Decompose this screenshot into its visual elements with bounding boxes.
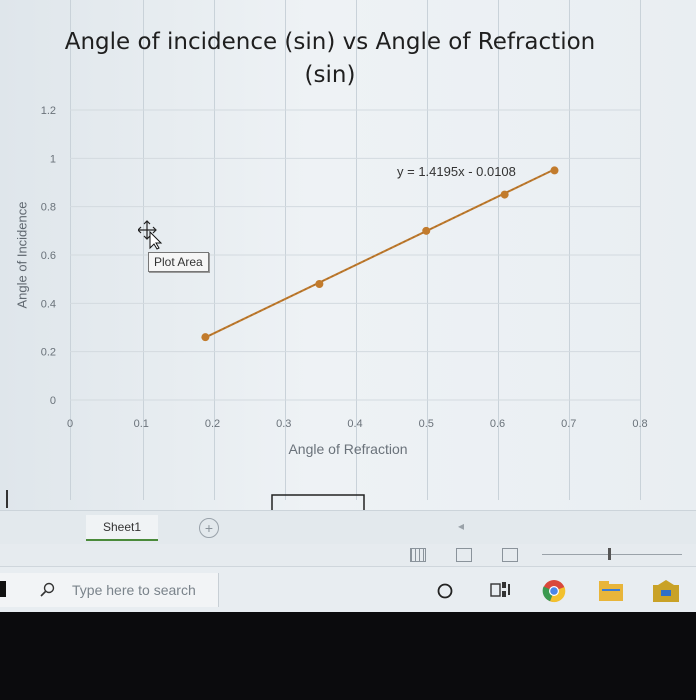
chrome-icon[interactable] — [542, 579, 566, 603]
trendline-equation[interactable]: y = 1.4195x - 0.0108 — [397, 164, 516, 179]
move-cursor-icon — [138, 220, 163, 250]
x-tick-label-8: 0.8 — [632, 418, 647, 430]
zoom-slider-thumb[interactable] — [608, 548, 611, 560]
y-tick-label-0: 0 — [50, 395, 56, 407]
x-axis-label[interactable]: Angle of Refraction — [288, 441, 408, 457]
screen: Angle of incidence (sin) vs Angle of Ref… — [0, 0, 696, 612]
data-point-4 — [550, 166, 559, 175]
chart-grid — [70, 109, 640, 401]
search-icon — [40, 582, 55, 597]
status-bar — [0, 544, 696, 566]
taskbar: Type here to search — [0, 566, 696, 612]
y-tick-label-6: 1.2 — [41, 105, 56, 117]
x-tick-label-0: 0 — [67, 418, 73, 430]
x-tick-label-3: 0.3 — [276, 418, 291, 430]
chart-title[interactable]: Angle of incidence (sin) vs Angle of Ref… — [64, 29, 596, 88]
scroll-left-icon[interactable]: ◂ — [458, 519, 465, 533]
x-tick-label-4: 0.4 — [347, 418, 362, 430]
data-point-2 — [422, 226, 431, 235]
zoom-slider[interactable] — [542, 554, 682, 555]
file-explorer-icon[interactable] — [598, 579, 624, 603]
y-tick-label-3: 0.6 — [41, 250, 56, 262]
store-icon[interactable] — [652, 579, 680, 603]
cortana-circle-icon[interactable] — [436, 582, 454, 600]
axis-ticks: 0 0.2 0.4 0.6 0.8 1 1.2 0 0.1 0.2 0.3 0.4 0.5 0.6 0.7 0… — [41, 105, 648, 430]
x-tick-label-1: 0.1 — [134, 418, 149, 430]
data-point-0 — [201, 333, 210, 342]
x-tick-label-7: 0.7 — [561, 418, 576, 430]
plot-area[interactable]: 0 0.2 0.4 0.6 0.8 1 1.2 0 0.1 0.2 0.3 0.4 0.5 0.6 0.7 0… — [0, 0, 696, 500]
x-tick-label-5: 0.5 — [419, 418, 434, 430]
x-tick-label-2: 0.2 — [205, 418, 220, 430]
y-tick-label-4: 0.8 — [41, 202, 56, 214]
data-point-3 — [500, 190, 509, 199]
trendline-layer — [204, 168, 555, 339]
sheet-tab-sheet1[interactable]: Sheet1 — [86, 515, 158, 541]
x-tick-label-6: 0.6 — [490, 418, 505, 430]
y-tick-label-5: 1 — [50, 153, 56, 165]
normal-view-icon[interactable] — [410, 548, 426, 562]
selection-handle — [271, 494, 365, 512]
data-point-1 — [315, 280, 324, 288]
plot-area-tooltip: Plot Area — [148, 252, 209, 272]
chart-left-edge — [6, 490, 8, 508]
search-placeholder: Type here to search — [72, 582, 196, 598]
task-view-icon[interactable] — [490, 581, 512, 599]
y-tick-label-1: 0.2 — [41, 347, 56, 359]
y-axis-label[interactable]: Angle of Incidence — [14, 201, 30, 309]
y-tick-label-2: 0.4 — [41, 298, 56, 310]
data-points — [201, 166, 559, 342]
page-break-view-icon[interactable] — [502, 548, 518, 562]
trendline — [204, 168, 555, 339]
page-layout-view-icon[interactable] — [456, 548, 472, 562]
start-edge — [0, 581, 6, 597]
monitor-bezel — [0, 612, 696, 700]
add-sheet-icon[interactable]: + — [199, 518, 219, 538]
taskbar-search-box[interactable]: Type here to search — [0, 573, 219, 607]
sheet-tab-bar: Sheet1 + ◂ — [0, 510, 696, 545]
